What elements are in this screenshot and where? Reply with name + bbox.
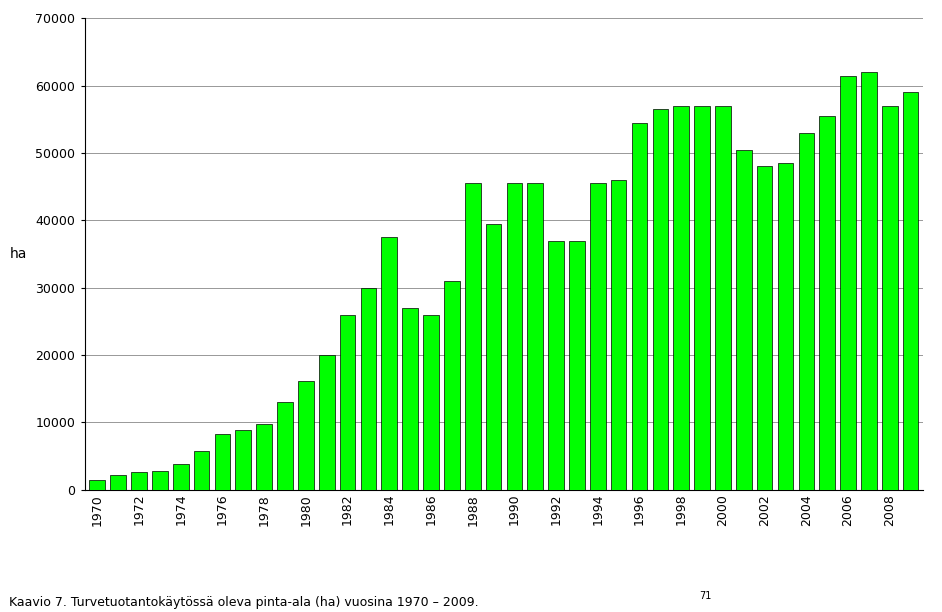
Bar <box>89 480 106 490</box>
Bar <box>715 106 731 490</box>
Bar <box>799 133 814 490</box>
Bar <box>507 184 522 490</box>
Bar <box>610 180 626 490</box>
Bar <box>569 241 585 490</box>
Bar <box>840 75 856 490</box>
Bar <box>298 381 314 490</box>
Bar <box>632 122 647 490</box>
Bar <box>340 315 355 490</box>
Bar <box>528 184 544 490</box>
Bar <box>236 430 252 490</box>
Bar <box>778 163 793 490</box>
Bar <box>464 184 480 490</box>
Bar <box>131 472 147 490</box>
Bar <box>674 106 689 490</box>
Bar <box>756 166 772 490</box>
Text: 71: 71 <box>699 591 711 601</box>
Bar <box>694 106 710 490</box>
Bar <box>256 424 272 490</box>
Bar <box>110 475 126 490</box>
Bar <box>382 237 398 490</box>
Bar <box>402 308 418 490</box>
Bar <box>736 150 752 490</box>
Bar <box>277 402 293 490</box>
Y-axis label: ha: ha <box>9 247 27 261</box>
Bar <box>423 315 439 490</box>
Bar <box>319 355 334 490</box>
Bar <box>820 116 835 490</box>
Bar <box>444 281 460 490</box>
Bar <box>653 109 668 490</box>
Bar <box>590 184 606 490</box>
Bar <box>861 72 877 490</box>
Bar <box>486 224 501 490</box>
Bar <box>194 450 209 490</box>
Bar <box>902 92 918 490</box>
Bar <box>173 464 188 490</box>
Text: Kaavio 7. Turvetuotantokäytössä oleva pinta-ala (ha) vuosina 1970 – 2009.: Kaavio 7. Turvetuotantokäytössä oleva pi… <box>9 596 479 609</box>
Bar <box>152 471 168 490</box>
Bar <box>361 288 376 490</box>
Bar <box>548 241 564 490</box>
Bar <box>882 106 898 490</box>
Bar <box>215 434 230 490</box>
